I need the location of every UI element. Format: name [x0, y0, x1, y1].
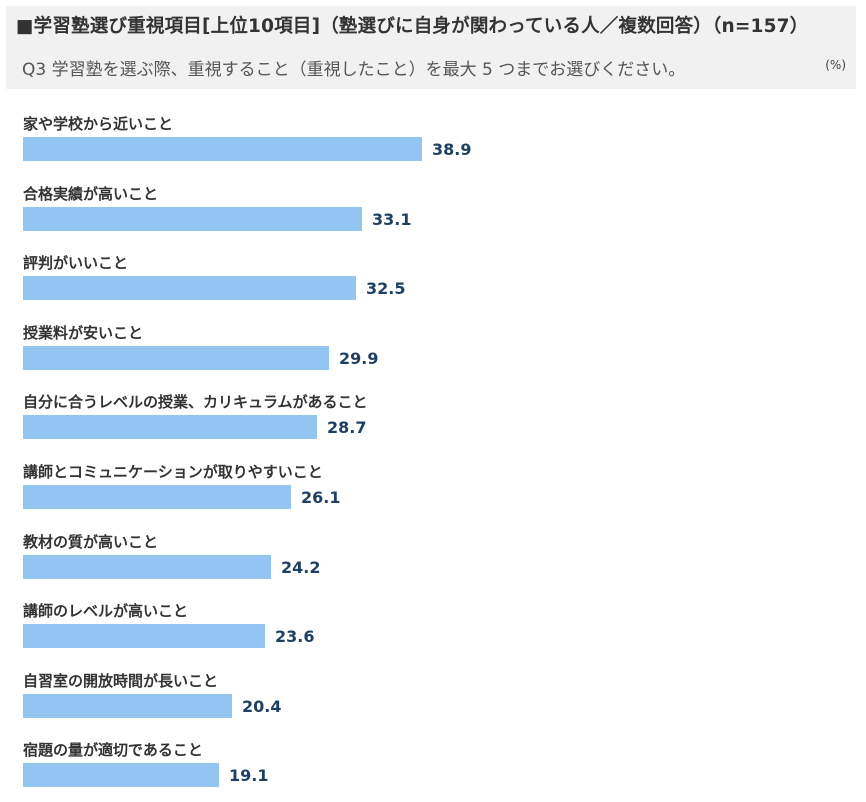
- category-label: 教材の質が高いこと: [23, 533, 159, 551]
- value-label: 32.5: [366, 279, 406, 298]
- value-label: 28.7: [327, 418, 367, 437]
- value-label: 26.1: [301, 488, 341, 507]
- value-label: 38.9: [432, 140, 472, 159]
- category-label: 自分に合うレベルの授業、カリキュラムがあること: [23, 393, 368, 411]
- bar: [23, 763, 219, 787]
- value-label: 23.6: [275, 627, 315, 646]
- category-label: 家や学校から近いこと: [23, 115, 174, 133]
- category-label: 自習室の開放時間が長いこと: [23, 672, 219, 690]
- category-label: 講師のレベルが高いこと: [23, 602, 189, 620]
- question-text: Q3 学習塾を選ぶ際、重視すること（重視したこと）を最大 5 つまでお選びくださ…: [22, 60, 686, 80]
- bar: [23, 415, 317, 439]
- category-label: 評判がいいこと: [23, 254, 129, 272]
- category-label: 講師とコミュニケーションが取りやすいこと: [23, 463, 323, 481]
- value-label: 29.9: [339, 349, 379, 368]
- bar: [23, 276, 356, 300]
- chart-title: ■学習塾選び重視項目[上位10項目]（塾選びに自身が関わっている人／複数回答）（…: [16, 16, 809, 37]
- bar: [23, 555, 271, 579]
- bar: [23, 694, 232, 718]
- bar: [23, 137, 422, 161]
- category-label: 合格実績が高いこと: [23, 185, 159, 203]
- unit-label: (%): [825, 58, 846, 72]
- category-label: 宿題の量が適切であること: [23, 741, 203, 759]
- bar: [23, 207, 362, 231]
- category-label: 授業料が安いこと: [23, 324, 144, 342]
- value-label: 33.1: [372, 210, 412, 229]
- value-label: 19.1: [229, 766, 269, 785]
- bar: [23, 485, 291, 509]
- bar: [23, 624, 265, 648]
- value-label: 20.4: [242, 697, 282, 716]
- bar: [23, 346, 329, 370]
- value-label: 24.2: [281, 558, 321, 577]
- chart-header: ■学習塾選び重視項目[上位10項目]（塾選びに自身が関わっている人／複数回答）（…: [6, 6, 856, 89]
